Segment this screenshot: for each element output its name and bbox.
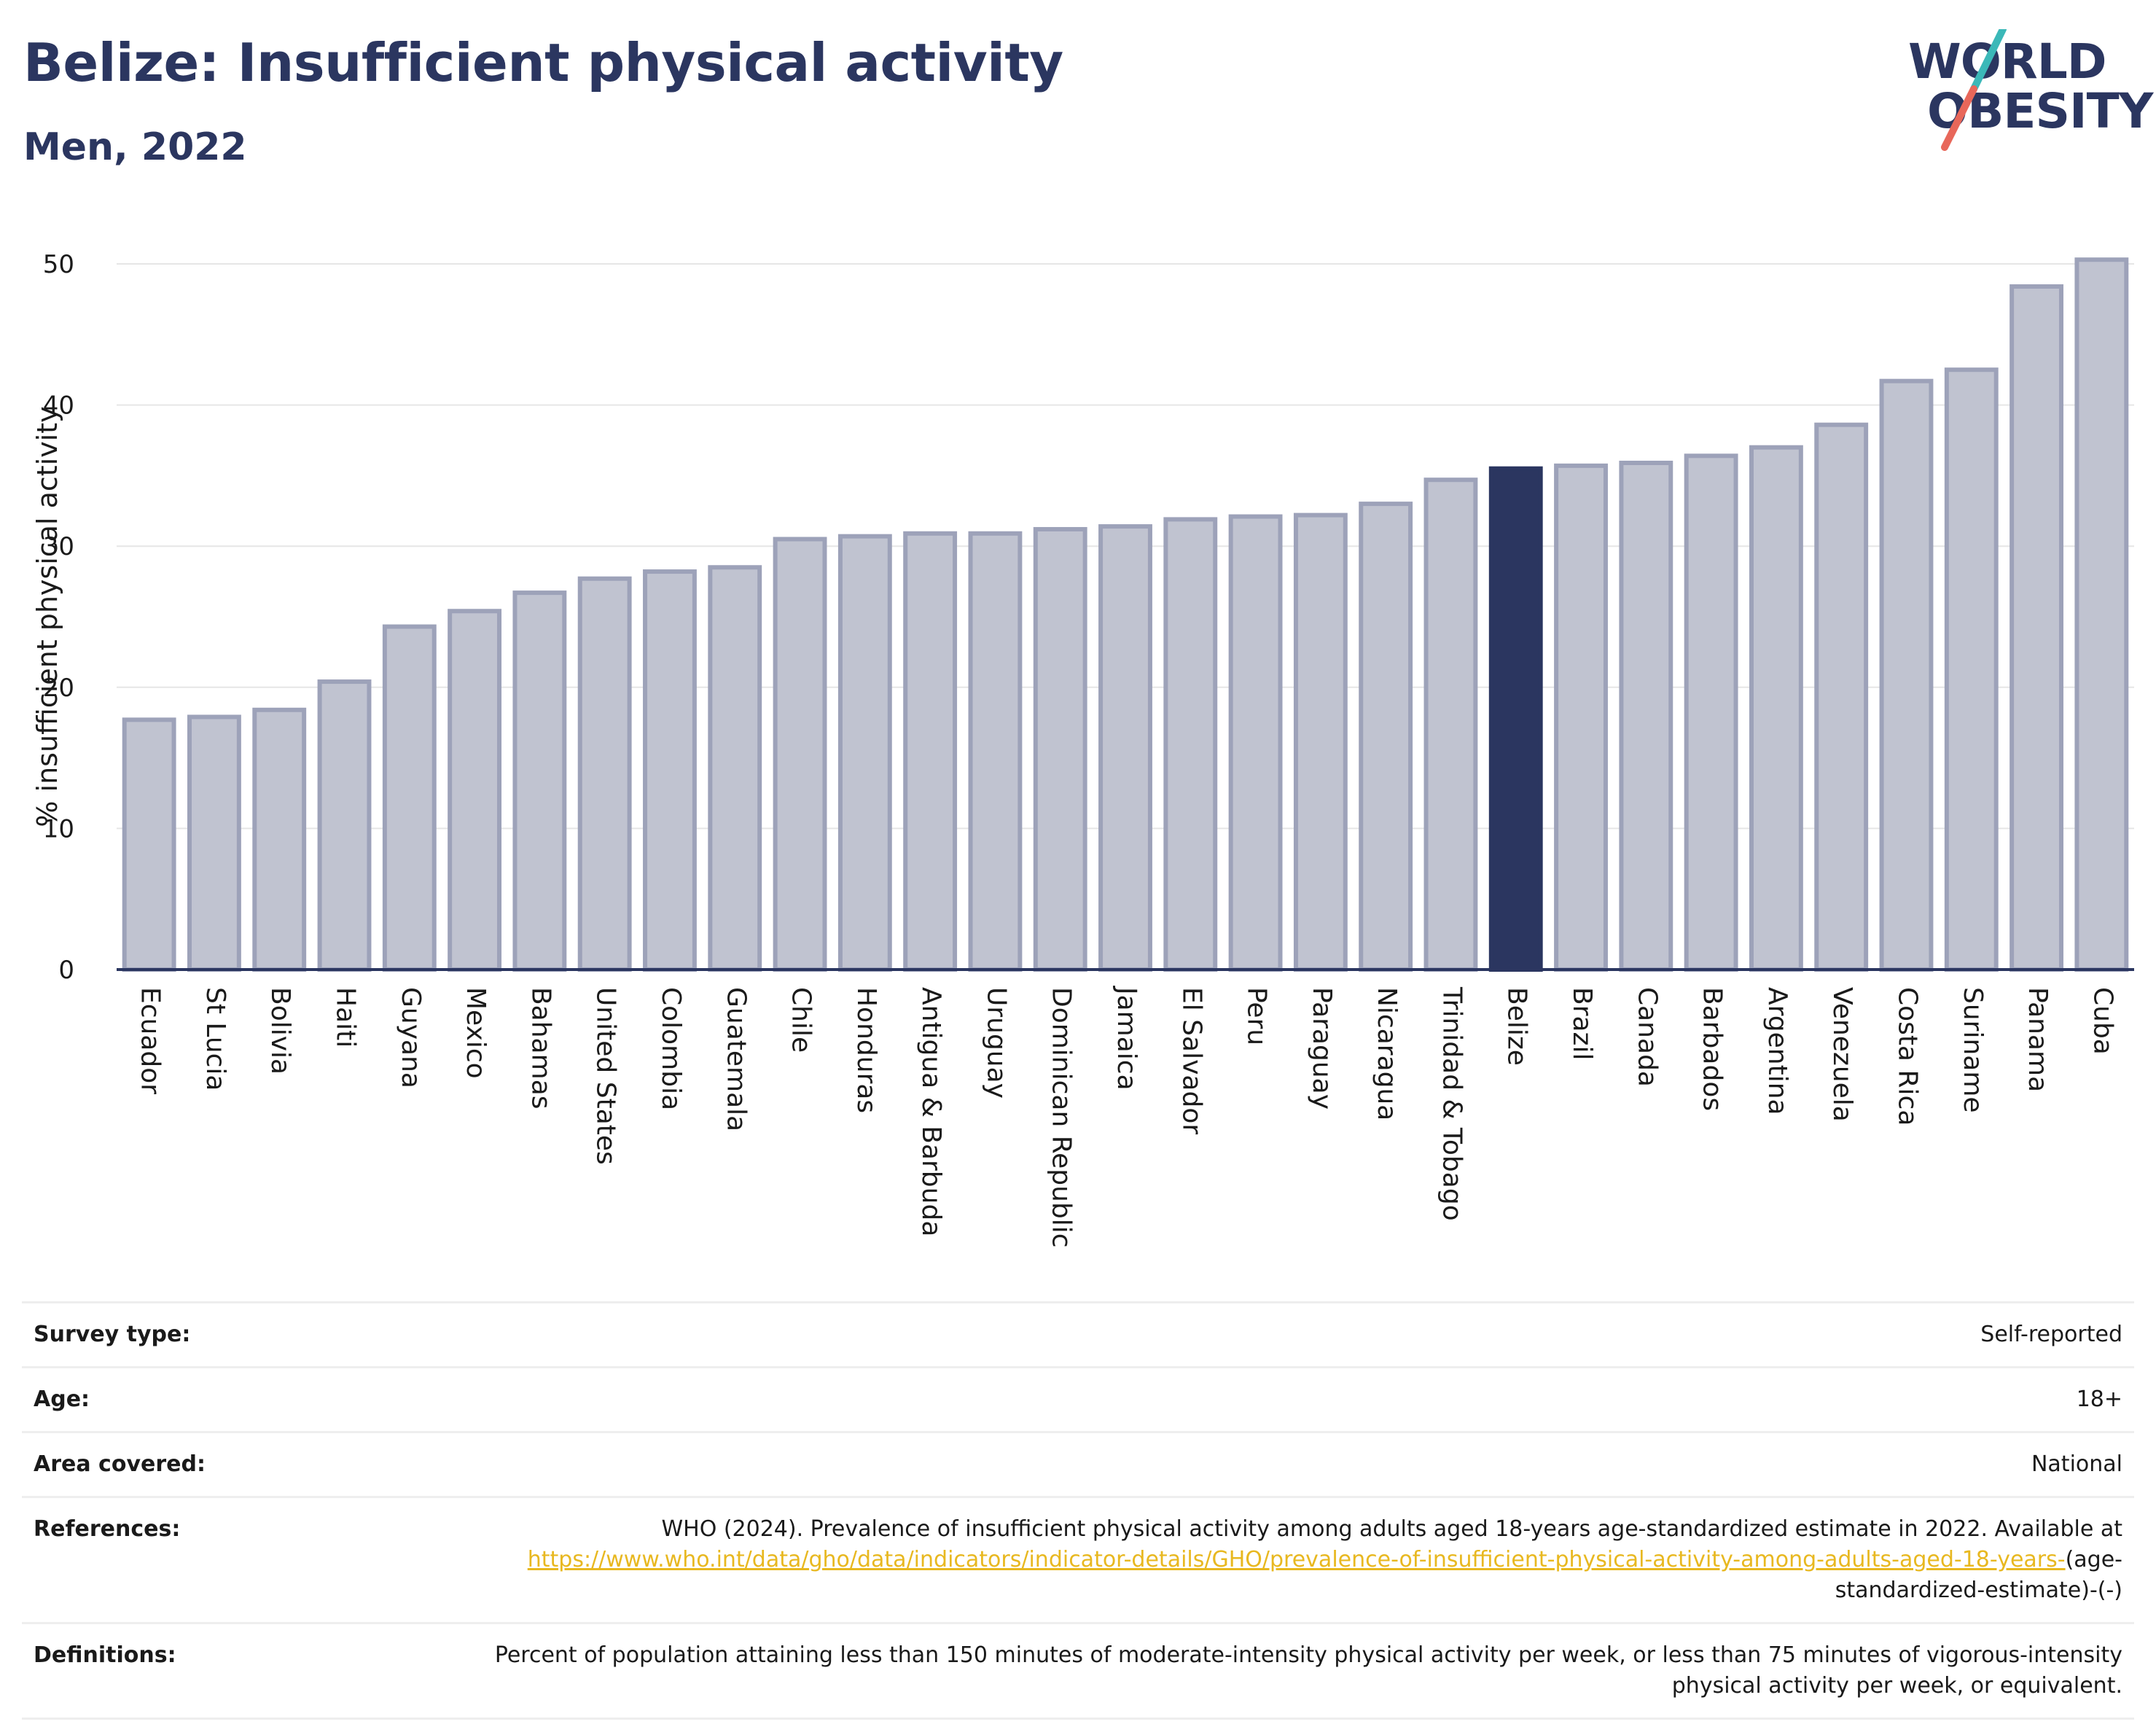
y-tick-label: 50	[43, 250, 74, 279]
bar	[252, 707, 307, 972]
x-tick-label: Brazil	[1567, 987, 1597, 1060]
bar	[1814, 422, 1869, 972]
page-subtitle: Men, 2022	[23, 125, 247, 169]
bar	[448, 609, 502, 972]
x-tick-label: Venezuela	[1827, 987, 1857, 1122]
x-tick-label: Barbados	[1698, 987, 1727, 1111]
bar	[837, 534, 892, 972]
x-tick-label: Antigua & Barbuda	[916, 987, 946, 1236]
x-tick-label: Suriname	[1958, 987, 1988, 1113]
x-tick-label: St Lucia	[200, 987, 230, 1091]
bar	[1423, 477, 1478, 972]
bar	[317, 679, 372, 972]
bar	[1033, 526, 1087, 972]
x-tick-label: Dominican Republic	[1047, 987, 1077, 1248]
references-text: WHO (2024). Prevalence of insufficient p…	[661, 1516, 2122, 1542]
x-tick-label: Chile	[786, 987, 816, 1053]
logo-text-world: WORLD	[1908, 34, 2107, 90]
bar	[122, 717, 176, 972]
bar	[577, 576, 632, 972]
age-value: 18+	[2076, 1387, 2122, 1412]
x-tick-label: Jamaica	[1112, 986, 1141, 1091]
x-tick-label: Colombia	[656, 987, 686, 1110]
bar	[1163, 517, 1218, 972]
info-row-references: References: WHO (2024). Prevalence of in…	[22, 1498, 2134, 1624]
bar	[1619, 460, 1673, 972]
references-link[interactable]: https://www.who.int/data/gho/data/indica…	[527, 1547, 2066, 1572]
bar	[903, 531, 958, 972]
y-tick-label: 20	[43, 674, 74, 703]
y-tick-label: 40	[43, 391, 74, 421]
x-tick-label: Bahamas	[526, 987, 555, 1110]
bar-chart: 0 10 20 30 40 50 % insufficient physical activ…	[31, 250, 2134, 1248]
survey-type-value: Self-reported	[1980, 1322, 2122, 1347]
x-tick-label: Haiti	[331, 987, 361, 1048]
x-tick-label: Honduras	[851, 987, 881, 1113]
x-tick-label: Argentina	[1762, 987, 1792, 1115]
bar	[2009, 284, 2063, 972]
bar	[1554, 463, 1608, 972]
y-tick-label: 10	[43, 814, 74, 843]
x-tick-label: Guatemala	[721, 987, 751, 1131]
world-obesity-logo: WORLD OBESITY	[1895, 29, 2153, 153]
references-label: References:	[34, 1516, 181, 1542]
area-label: Area covered:	[34, 1451, 206, 1477]
x-tick-label: Belize	[1502, 987, 1532, 1066]
x-tick-label: Costa Rica	[1892, 987, 1922, 1126]
y-axis-label: % insufficient physical activity	[31, 406, 63, 827]
x-tick-label: Uruguay	[981, 987, 1011, 1099]
area-value: National	[2031, 1451, 2122, 1477]
info-row-survey-type: Survey type: Self-reported	[22, 1303, 2134, 1368]
bar	[1359, 502, 1413, 972]
y-tick-label: 0	[58, 956, 74, 985]
info-row-definitions: Definitions: Percent of population attai…	[22, 1624, 2134, 1720]
bar	[643, 569, 697, 972]
bar-highlight	[1488, 466, 1543, 972]
info-table: Survey type: Self-reported Age: 18+ Area…	[22, 1301, 2134, 1720]
x-tick-label: Peru	[1242, 987, 1272, 1045]
bar	[1293, 512, 1348, 972]
x-tick-label: Panama	[2023, 987, 2053, 1092]
bar	[968, 531, 1023, 972]
x-tick-label: Bolivia	[265, 987, 295, 1075]
x-tick-label: Ecuador	[136, 987, 165, 1094]
bar	[1684, 453, 1738, 972]
x-tick-label: Guyana	[396, 987, 426, 1088]
info-row-area: Area covered: National	[22, 1433, 2134, 1498]
info-row-age: Age: 18+	[22, 1368, 2134, 1433]
bar	[1749, 445, 1803, 972]
bar	[2074, 257, 2129, 972]
bar	[1228, 514, 1283, 972]
bar	[1944, 367, 1999, 972]
age-label: Age:	[34, 1387, 90, 1412]
definitions-value: Percent of population attaining less tha…	[494, 1642, 2122, 1699]
x-tick-label: Nicaragua	[1372, 987, 1402, 1120]
x-tick-label: Trinidad & Tobago	[1437, 986, 1466, 1221]
x-tick-label: Mexico	[461, 987, 491, 1079]
y-tick-label: 30	[43, 532, 74, 561]
definitions-label: Definitions:	[34, 1642, 176, 1668]
references-suffix: (age-standardized-estimate)-(-)	[1835, 1547, 2122, 1603]
bar	[1098, 524, 1152, 972]
x-tick-label: United States	[591, 987, 621, 1165]
bar	[382, 624, 437, 972]
references-value: WHO (2024). Prevalence of insufficient p…	[471, 1514, 2122, 1606]
bar	[708, 565, 762, 972]
bar	[1879, 378, 1934, 972]
logo-slash-icon	[1941, 29, 2007, 151]
x-tick-label: Canada	[1632, 987, 1662, 1087]
bar	[773, 537, 827, 972]
bar	[187, 714, 241, 972]
page-title: Belize: Insufficient physical activity	[23, 32, 1063, 93]
x-tick-label: El Salvador	[1176, 987, 1206, 1134]
survey-type-label: Survey type:	[34, 1322, 191, 1347]
bar	[512, 590, 567, 972]
x-tick-label: Paraguay	[1307, 987, 1337, 1110]
x-tick-label: Cuba	[2087, 987, 2117, 1055]
